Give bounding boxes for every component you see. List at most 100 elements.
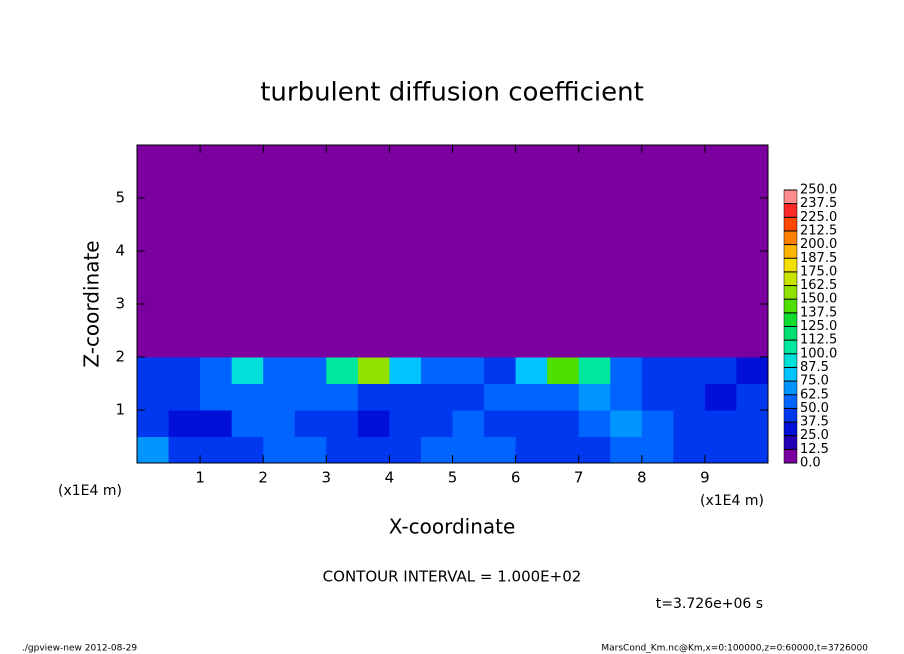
field-cell — [263, 436, 296, 464]
colorbar-label: 62.5 — [800, 387, 829, 402]
field-cell — [137, 171, 170, 199]
colorbar-label: 175.0 — [800, 264, 837, 279]
x-tick-label: 6 — [511, 469, 521, 487]
field-cell — [389, 251, 422, 278]
field-cell — [641, 198, 674, 225]
field-cell — [547, 410, 580, 437]
field-cell — [326, 330, 359, 358]
field-cell — [357, 198, 390, 225]
colorbar-label: 37.5 — [800, 415, 829, 430]
chart-title: turbulent diffusion coefficient — [260, 78, 644, 108]
field-cell — [389, 145, 422, 172]
field-cell — [294, 410, 327, 437]
field-cell — [736, 383, 769, 411]
field-cell — [578, 224, 611, 252]
field-cell — [137, 410, 170, 437]
colorbar-swatch — [783, 189, 798, 204]
field-cell — [736, 357, 769, 384]
field-cell — [515, 410, 548, 437]
field-cell — [578, 277, 611, 305]
field-cell — [231, 304, 264, 331]
field-cell — [610, 383, 643, 411]
field-cell — [736, 251, 769, 278]
colorbar-label: 187.5 — [800, 251, 837, 266]
field-cell — [673, 330, 706, 358]
field-cell — [515, 198, 548, 225]
colorbar-label: 150.0 — [800, 292, 837, 307]
colorbar-swatch — [783, 285, 798, 300]
y-tick-label: 2 — [115, 348, 125, 366]
field-cell — [484, 357, 517, 384]
field-cell — [578, 410, 611, 437]
field-cell — [326, 383, 359, 411]
field-cell — [231, 198, 264, 225]
field-cell — [641, 145, 674, 172]
field-cell — [704, 251, 737, 278]
field-cell — [389, 198, 422, 225]
field-cell — [736, 304, 769, 331]
field-cell — [420, 224, 453, 252]
field-cell — [641, 171, 674, 199]
field-cell — [452, 171, 485, 199]
x-tick-label: 1 — [195, 469, 205, 487]
field-cell — [263, 357, 296, 384]
field-cell — [263, 383, 296, 411]
field-cell — [641, 251, 674, 278]
field-cell — [263, 330, 296, 358]
field-cell — [610, 224, 643, 252]
field-cell — [263, 251, 296, 278]
field-cell — [515, 171, 548, 199]
field-cell — [704, 304, 737, 331]
field-cell — [673, 145, 706, 172]
field-cell — [168, 198, 201, 225]
colorbar-swatch — [783, 203, 798, 218]
colorbar-swatch — [783, 367, 798, 382]
field-cell — [484, 410, 517, 437]
field-cell — [294, 171, 327, 199]
field-cell — [294, 330, 327, 358]
field-cell — [484, 304, 517, 331]
field-cell — [452, 251, 485, 278]
field-cell — [641, 383, 674, 411]
field-cell — [547, 171, 580, 199]
field-cell — [610, 410, 643, 437]
field-cell — [736, 224, 769, 252]
colorbar-label: 112.5 — [800, 333, 837, 348]
field-cell — [736, 330, 769, 358]
field-cell — [168, 304, 201, 331]
field-cell — [200, 224, 233, 252]
field-cell — [704, 410, 737, 437]
field-cell — [389, 436, 422, 464]
field-cell — [610, 330, 643, 358]
field-cell — [357, 251, 390, 278]
colorbar-swatch — [783, 339, 798, 355]
field-cell — [357, 330, 390, 358]
field-cell — [137, 357, 170, 384]
field-cell — [484, 330, 517, 358]
field-cell — [137, 251, 170, 278]
field-cell — [326, 304, 359, 331]
field-cell — [137, 436, 170, 464]
field-cell — [168, 277, 201, 305]
field-cell — [263, 145, 296, 172]
field-cell — [294, 383, 327, 411]
field-cell — [263, 171, 296, 199]
colorbar-label: 137.5 — [800, 305, 837, 320]
field-cell — [200, 277, 233, 305]
field-cell — [389, 224, 422, 252]
field-cell — [578, 198, 611, 225]
field-cell — [641, 410, 674, 437]
field-cell — [263, 410, 296, 437]
field-cell — [263, 304, 296, 331]
field-cell — [547, 251, 580, 278]
colorbar-swatch — [783, 435, 798, 450]
field-cell — [389, 410, 422, 437]
y-tick-label: 3 — [115, 295, 125, 313]
colorbar-label: 100.0 — [800, 346, 837, 361]
field-cell — [484, 224, 517, 252]
field-cell — [547, 198, 580, 225]
field-cell — [357, 436, 390, 464]
colorbar-label: 0.0 — [800, 456, 821, 471]
y-tick-label: 1 — [115, 401, 125, 419]
colorbar-swatch — [783, 421, 798, 436]
